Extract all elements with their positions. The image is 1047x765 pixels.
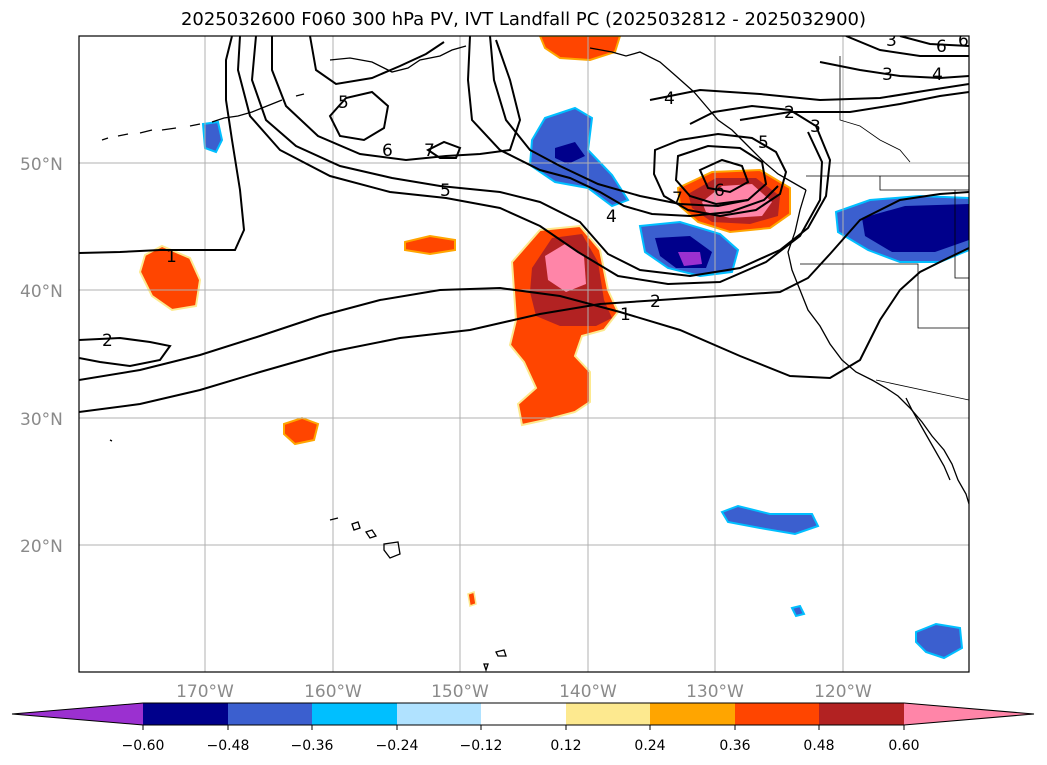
colorbar-tick-label: −0.24 — [376, 738, 419, 754]
contour-label: 3 — [882, 65, 893, 85]
latitude-labels: 50°N 40°N 30°N 20°N — [20, 155, 63, 557]
colorbar-tick-label: −0.36 — [291, 738, 334, 754]
contour-label: 1 — [166, 247, 177, 267]
colorbar-segment — [650, 703, 735, 725]
contour-label: 5 — [758, 133, 769, 153]
gridlines — [79, 36, 969, 672]
colorbar-segment — [735, 703, 819, 725]
map-title: 2025032600 F060 300 hPa PV, IVT Landfall… — [180, 9, 867, 30]
colorbar-segment — [312, 703, 397, 725]
lat-label: 30°N — [20, 410, 63, 430]
colorbar-tick-label: 0.12 — [550, 738, 581, 754]
contour-label: 2 — [784, 103, 795, 123]
colorbar-tick-label: −0.12 — [460, 738, 503, 754]
contour-label: 5 — [338, 93, 349, 113]
plot-frame — [78, 35, 970, 673]
contour-label: 6 — [958, 31, 969, 51]
colorbar-tick-label: 0.24 — [634, 738, 665, 754]
contour-label: 7 — [424, 141, 435, 161]
contour-label: 6 — [936, 37, 947, 57]
contour-label: 2 — [650, 292, 661, 312]
colorbar-segment — [143, 703, 228, 725]
lon-label: 130°W — [686, 682, 744, 702]
contour-label: 4 — [606, 207, 617, 227]
contour-label: 5 — [440, 181, 451, 201]
colorbar-min-extension — [12, 703, 143, 725]
coastlines — [101, 45, 969, 672]
lon-label: 160°W — [304, 682, 362, 702]
contour-label: 3 — [810, 117, 821, 137]
contour-label: 4 — [932, 65, 943, 85]
colorbar-tick-label: 0.60 — [888, 738, 919, 754]
lon-label: 150°W — [431, 682, 489, 702]
colorbar-tick-label: −0.48 — [207, 738, 250, 754]
colorbar-ticks — [142, 725, 905, 730]
shading-layer — [138, 36, 969, 660]
lat-label: 20°N — [20, 537, 63, 557]
colorbar-tick-label: −0.60 — [122, 738, 165, 754]
contour-label: 6 — [714, 181, 725, 201]
contour-label: 4 — [664, 89, 675, 109]
contour-label: 6 — [382, 141, 393, 161]
colorbar-segment — [228, 703, 312, 725]
contour-labels: 1 2 2 1 2 3 4 5 6 7 5 6 7 4 5 6 3 4 6 3 — [102, 31, 969, 351]
contour-label: 7 — [672, 189, 683, 209]
lon-label: 120°W — [814, 682, 872, 702]
longitude-labels: 170°W 160°W 150°W 140°W 130°W 120°W — [176, 682, 872, 702]
borders — [800, 56, 969, 401]
lon-label: 170°W — [176, 682, 234, 702]
colorbar-tick-label: 0.48 — [803, 738, 834, 754]
colorbar-segment — [481, 703, 566, 725]
colorbar-segment — [819, 703, 904, 725]
colorbar-segment — [397, 703, 481, 725]
colorbar-tick-label: 0.36 — [719, 738, 750, 754]
lat-label: 40°N — [20, 282, 63, 302]
contour-label: 3 — [886, 31, 897, 51]
pv-contours — [79, 36, 969, 413]
contour-label: 2 — [102, 331, 113, 351]
contour-label: 1 — [620, 305, 631, 325]
colorbar-max-extension — [904, 703, 1034, 725]
lon-label: 140°W — [559, 682, 617, 702]
lat-label: 50°N — [20, 155, 63, 175]
colorbar: −0.60 −0.48 −0.36 −0.24 −0.12 0.12 0.24 … — [11, 702, 1035, 754]
colorbar-segment — [566, 703, 650, 725]
